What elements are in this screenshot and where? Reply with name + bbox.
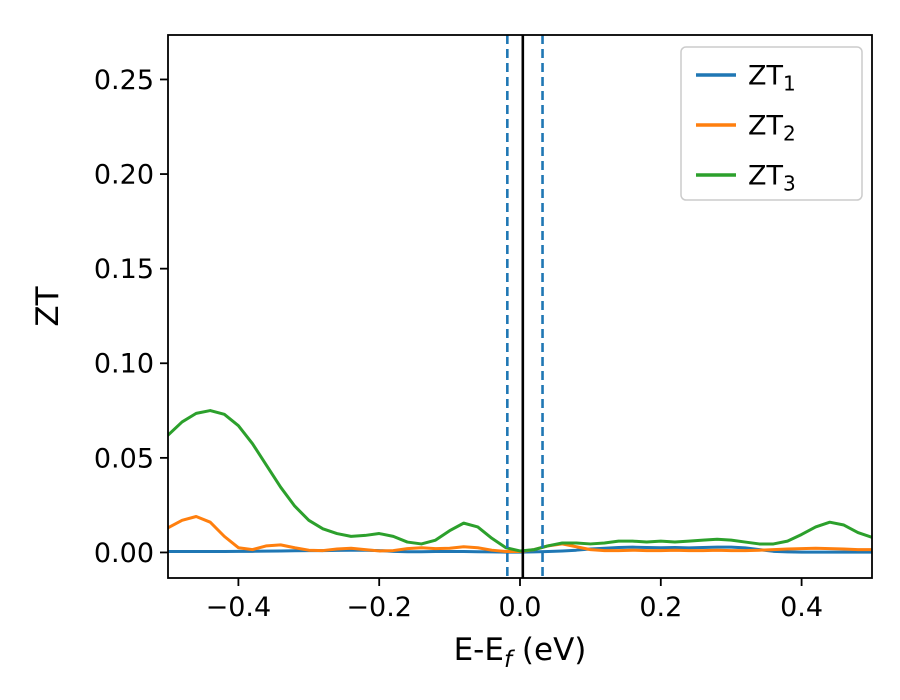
legend-label-ZT1: ZT1 xyxy=(748,60,796,95)
y-tick-label: 0.25 xyxy=(94,65,154,96)
x-tick-label: −0.4 xyxy=(206,592,272,623)
y-axis-label: ZT xyxy=(30,285,66,326)
x-tick-label: 0.4 xyxy=(780,592,823,623)
y-tick-label: 0.10 xyxy=(94,349,154,380)
legend: ZT1 ZT2 ZT3 xyxy=(680,46,863,201)
y-tick-label: 0.20 xyxy=(94,160,154,191)
y-tick-label: 0.05 xyxy=(94,443,154,474)
y-tick-label: 0.00 xyxy=(94,538,154,569)
series-ZT3-line xyxy=(168,409,872,553)
x-axis-label: E-Ef (eV) xyxy=(454,632,587,673)
legend-label-ZT2: ZT2 xyxy=(748,110,796,145)
legend-label-ZT3: ZT3 xyxy=(748,160,796,195)
x-tick-label: 0.2 xyxy=(639,592,682,623)
plot-area xyxy=(168,35,872,578)
legend-box xyxy=(680,46,863,201)
x-tick-label: −0.2 xyxy=(346,592,412,623)
x-tick-label: 0.0 xyxy=(499,592,542,623)
y-tick-label: 0.15 xyxy=(94,254,154,285)
